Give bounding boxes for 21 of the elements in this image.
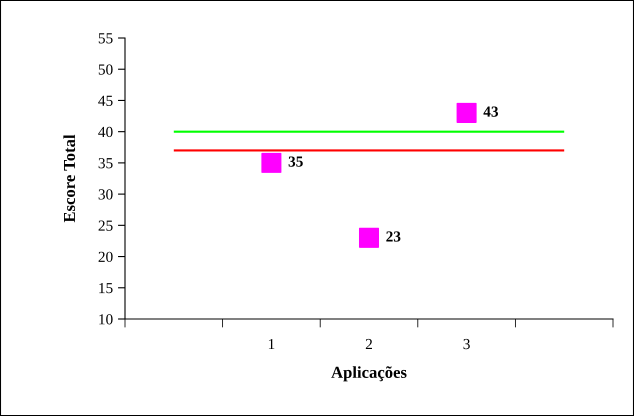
data-label: 43 [483, 106, 498, 117]
point [261, 152, 282, 173]
data-label: 35 [288, 156, 303, 167]
y-tick-label: 50 [98, 64, 113, 75]
x-tick-label: 1 [268, 338, 274, 350]
x-tick-label: 2 [366, 338, 372, 350]
x-axis-title: Aplicações [331, 366, 407, 382]
point [456, 102, 477, 123]
y-tick-label: 45 [98, 96, 113, 106]
y-axis-title: Escore Total [63, 134, 76, 222]
y-tick-label: 25 [98, 220, 113, 231]
point [358, 228, 380, 248]
y-tick-label: 40 [98, 126, 113, 138]
data-label: 23 [386, 231, 400, 242]
x-tick-label: 3 [464, 338, 470, 350]
y-tick-label: 35 [98, 158, 113, 168]
y-tick-label: 30 [98, 189, 113, 200]
y-tick-label: 55 [98, 33, 113, 44]
y-tick-label: 20 [98, 252, 113, 262]
y-tick-label: 10 [99, 314, 113, 324]
y-tick-label: 15 [99, 282, 113, 294]
